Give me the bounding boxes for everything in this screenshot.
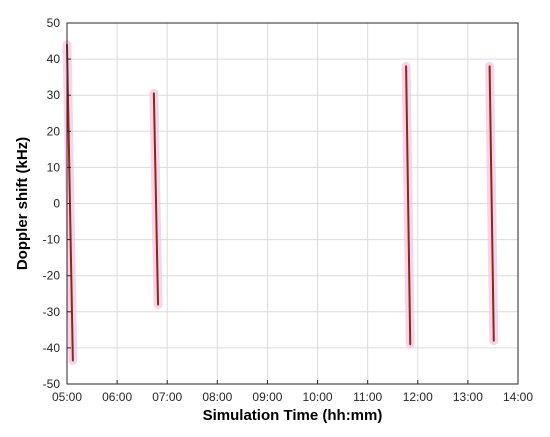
x-tick-label: 06:00	[102, 390, 132, 404]
tick-labels: 05:00 06:00 07:00 08:00 09:00 10:00 11:00 12:00…	[43, 16, 534, 404]
data-series	[62, 40, 499, 366]
x-tick-label: 07:00	[152, 390, 182, 404]
doppler-pass-line	[66, 43, 74, 362]
y-tick-label: -20	[43, 269, 61, 283]
x-tick-label: 10:00	[303, 390, 333, 404]
grid-lines	[66, 22, 519, 385]
x-tick-label: 12:00	[403, 390, 433, 404]
y-tick-label: 30	[47, 88, 61, 102]
y-tick-label: 40	[47, 52, 61, 66]
doppler-pass-line	[405, 65, 412, 346]
x-tick-label: 14:00	[503, 390, 533, 404]
y-tick-label: 20	[47, 124, 61, 138]
y-tick-label: -30	[43, 305, 61, 319]
x-tick-label: 13:00	[453, 390, 483, 404]
y-tick-label: 10	[47, 160, 61, 174]
y-tick-label: 50	[47, 16, 61, 30]
doppler-pass-line	[152, 92, 160, 306]
x-tick-label: 11:00	[353, 390, 382, 404]
y-tick-label: -40	[43, 341, 61, 355]
y-tick-label: -50	[43, 377, 61, 391]
x-tick-label: 09:00	[252, 390, 282, 404]
x-axis-label: Simulation Time (hh:mm)	[203, 407, 383, 424]
y-tick-label: -10	[43, 233, 61, 247]
y-tick-label: 0	[53, 197, 60, 211]
x-tick-label: 05:00	[52, 390, 82, 404]
doppler-pass-line	[488, 65, 495, 342]
y-axis-label: Doppler shift (kHz)	[14, 137, 31, 270]
x-tick-label: 08:00	[202, 390, 232, 404]
